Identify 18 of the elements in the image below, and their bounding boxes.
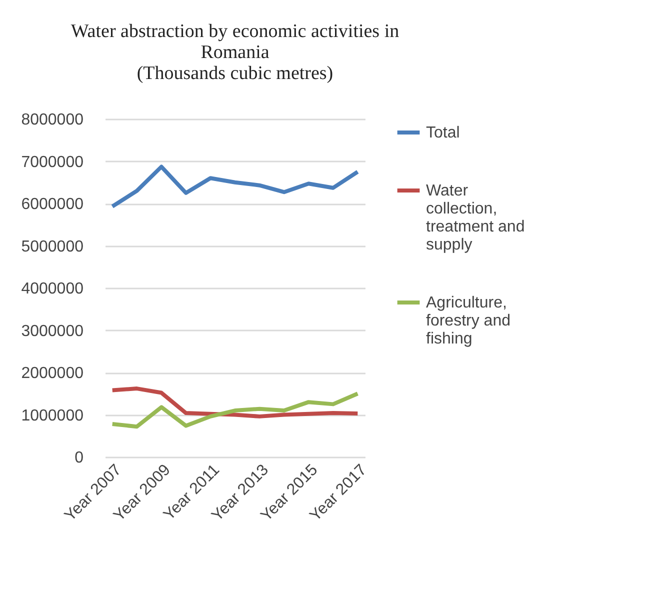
text: (Thousands cubic metres)	[136, 63, 334, 84]
line-series	[110, 386, 360, 418]
line-series	[110, 392, 360, 429]
text: Romania	[200, 42, 270, 63]
line-series	[110, 164, 360, 208]
y-tick-label: 7000000	[21, 154, 84, 171]
y-tick-label: 8000000	[21, 112, 84, 128]
y-tick-label: 0	[74, 450, 84, 466]
y-tick-label: 5000000	[21, 238, 84, 256]
legend-label: Total	[426, 124, 460, 142]
text: Water abstraction by economic activities in	[70, 21, 400, 42]
y-tick-label: 2000000	[21, 365, 84, 382]
legend-label: Water collection, treatment and supply	[426, 182, 525, 254]
y-tick-label: 1000000	[21, 407, 84, 424]
y-tick-label: 6000000	[21, 196, 84, 213]
legend-label: Agriculture, forestry and fishing	[426, 294, 510, 348]
y-tick-label: 3000000	[21, 322, 84, 340]
y-tick-label: 4000000	[21, 280, 84, 298]
